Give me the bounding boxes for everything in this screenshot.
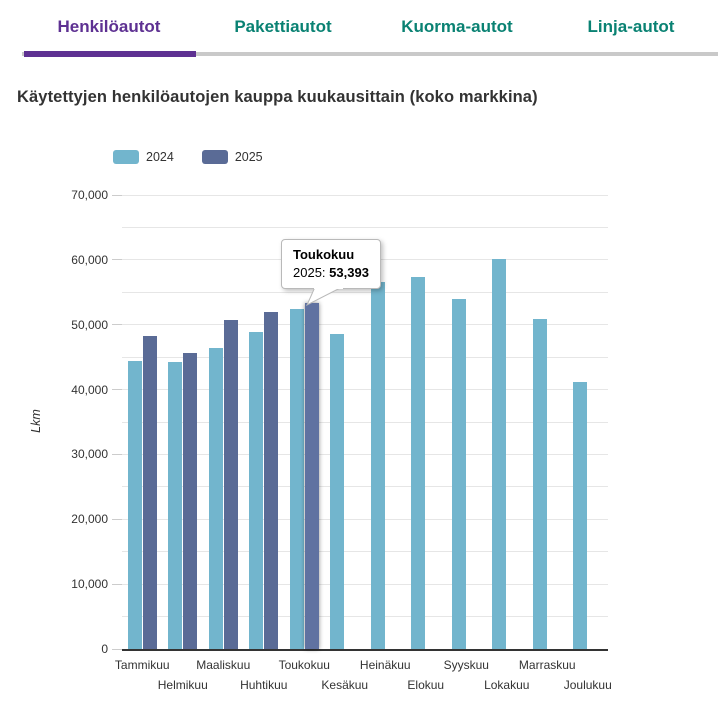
x-axis-label-helmikuu: Helmikuu xyxy=(157,678,208,692)
legend-label: 2025 xyxy=(234,150,263,164)
active-tab-underline xyxy=(24,51,196,57)
bar-2024-syyskuu[interactable] xyxy=(451,298,466,649)
x-axis-label-marraskuu: Marraskuu xyxy=(518,658,576,672)
x-axis-line xyxy=(122,649,608,651)
x-axis-label-huhtikuu: Huhtikuu xyxy=(240,678,288,692)
x-axis-label-toukokuu: Toukokuu xyxy=(278,658,330,672)
y-tick-0 xyxy=(112,648,122,650)
gridline-25000 xyxy=(122,486,608,488)
y-axis-label-60000: 60,000 xyxy=(71,252,108,267)
bar-2024-marraskuu[interactable] xyxy=(532,318,547,649)
x-axis-label-kes-kuu: Kesäkuu xyxy=(321,678,369,692)
y-axis-title: Lkm xyxy=(28,409,43,433)
gridline-55000 xyxy=(122,291,608,293)
bar-2024-tammikuu[interactable] xyxy=(127,361,142,649)
x-axis-label-syyskuu: Syyskuu xyxy=(443,658,489,672)
gridline-65000 xyxy=(122,226,608,228)
x-axis-label-elokuu: Elokuu xyxy=(407,678,445,692)
gridline-70000 xyxy=(122,194,608,196)
x-axis-label-lokakuu: Lokakuu xyxy=(484,678,530,692)
chart-legend: 2024 2025 xyxy=(113,150,263,164)
x-axis-label-joulukuu: Joulukuu xyxy=(563,678,612,692)
tab-kuorma-autot[interactable]: Kuorma-autot xyxy=(401,17,513,36)
y-tick-40000 xyxy=(112,389,122,391)
y-axis-label-30000: 30,000 xyxy=(71,447,108,462)
y-axis-label-10000: 10,000 xyxy=(71,577,108,592)
gridline-30000 xyxy=(122,453,608,455)
y-tick-50000 xyxy=(112,324,122,326)
legend-label: 2024 xyxy=(146,150,174,164)
bar-2024-joulukuu[interactable] xyxy=(573,381,588,649)
y-axis-label-50000: 50,000 xyxy=(71,317,108,332)
gridline-45000 xyxy=(122,356,608,358)
tooltip-value-line: 2025: 53,393 xyxy=(293,265,369,280)
x-axis-label-hein-kuu: Heinäkuu xyxy=(359,658,411,672)
tab-henkil-autot[interactable]: Henkilöautot xyxy=(57,17,161,36)
x-axis-label-maaliskuu: Maaliskuu xyxy=(196,658,251,672)
bar-2024-kes-kuu[interactable] xyxy=(330,334,345,649)
page-title: Käytettyjen henkilöautojen kauppa kuukau… xyxy=(17,88,538,106)
legend-item-2024[interactable]: 2024 xyxy=(113,150,174,164)
chart-tooltip: Toukokuu 2025: 53,393 xyxy=(281,239,381,306)
tooltip-series-label: 2025: xyxy=(293,265,326,280)
legend-swatch-2024 xyxy=(113,150,139,164)
y-tick-30000 xyxy=(112,453,122,455)
tooltip-pointer xyxy=(306,287,343,306)
gridline-15000 xyxy=(122,551,608,553)
tab-linja-autot[interactable]: Linja-autot xyxy=(587,17,675,36)
tooltip-value: 53,393 xyxy=(329,265,369,280)
y-tick-10000 xyxy=(112,583,122,585)
bar-2024-maaliskuu[interactable] xyxy=(208,348,223,649)
bar-2025-maaliskuu[interactable] xyxy=(223,319,238,649)
y-axis-label-20000: 20,000 xyxy=(71,512,108,527)
y-axis-label-40000: 40,000 xyxy=(71,382,108,397)
y-tick-20000 xyxy=(112,518,122,520)
gridline-5000 xyxy=(122,616,608,618)
bar-2025-helmikuu[interactable] xyxy=(183,353,198,649)
y-axis-label-0: 0 xyxy=(101,642,108,656)
bar-2024-hein-kuu[interactable] xyxy=(370,281,385,649)
tooltip-month: Toukokuu xyxy=(293,247,355,262)
bar-2024-elokuu[interactable] xyxy=(411,276,426,649)
gridline-50000 xyxy=(122,324,608,326)
legend-item-2025[interactable]: 2025 xyxy=(201,150,263,164)
category-tabbar: Henkilöautot Pakettiautot Kuorma-autot Linj… xyxy=(22,12,718,42)
x-axis-label-tammikuu: Tammikuu xyxy=(114,658,170,672)
tab-pakettiautot[interactable]: Pakettiautot xyxy=(234,17,332,36)
bar-2024-huhtikuu[interactable] xyxy=(249,331,264,649)
bar-2024-lokakuu[interactable] xyxy=(492,258,507,649)
y-axis-label-70000: 70,000 xyxy=(71,188,108,202)
gridline-35000 xyxy=(122,421,608,423)
y-tick-70000 xyxy=(112,194,122,196)
tabbar-divider xyxy=(22,52,718,56)
y-tick-60000 xyxy=(112,259,122,261)
gridline-40000 xyxy=(122,389,608,391)
legend-swatch-2025 xyxy=(201,150,228,164)
bar-2025-tammikuu[interactable] xyxy=(142,336,157,649)
bar-2025-toukokuu[interactable] xyxy=(304,302,319,649)
bar-2024-helmikuu[interactable] xyxy=(168,362,183,649)
gridline-20000 xyxy=(122,518,608,520)
bar-2025-huhtikuu[interactable] xyxy=(264,311,279,649)
gridline-10000 xyxy=(122,583,608,585)
bar-2024-toukokuu[interactable] xyxy=(289,309,304,649)
